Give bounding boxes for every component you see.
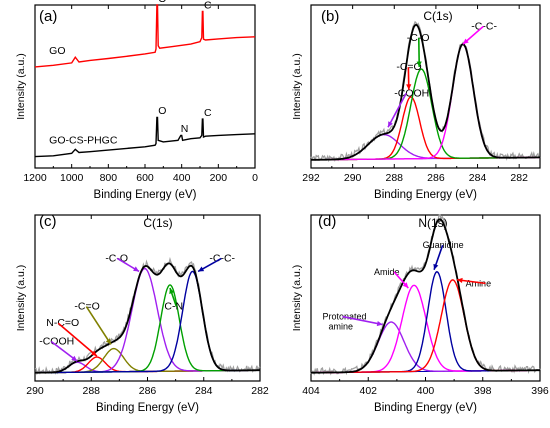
peak-label: N [181,123,189,135]
x-tick-label: 1200 [23,172,47,184]
component-arrow [387,92,407,128]
component-label: -COOH [39,335,74,347]
raw-data-line [34,256,261,376]
panel-b: 292 290 288 286 284 282 Binding Energy (eV) Int… [291,4,541,201]
component-arrow [57,322,98,357]
component-arrowhead [406,84,412,90]
component-arrowhead [376,320,383,327]
series-label: GO [49,45,65,57]
x-tick-label: 404 [302,385,320,397]
x-axis-label: Binding Energy (eV) [94,189,197,201]
component-label: C-N [164,301,183,313]
x-tick-label: 286 [427,172,445,184]
peak-label: C [204,0,212,11]
component-peak [311,68,540,161]
panel-label: (b) [321,8,339,25]
component-peak [311,96,540,161]
component-arrowhead [416,61,422,67]
x-tick-label: 290 [26,385,44,397]
component-arrowhead [133,266,140,272]
x-axis-label: Binding Energy (eV) [374,189,477,201]
panel-title: C(1s) [423,9,452,23]
x-tick-label: 292 [302,172,320,184]
panel-a: 1200 1000 800 600 400 200 0 Binding Energy (eV)… [15,0,258,201]
x-tick-label: 200 [210,172,228,184]
component-label: amine [328,322,353,332]
envelope-line [35,262,260,374]
y-axis-label: Intensity (a.u.) [291,265,303,332]
peak-label: C [204,107,212,119]
component-label: -COOH [394,87,429,99]
x-tick-label: 282 [251,385,269,397]
x-axis-label: Binding Energy (eV) [96,402,199,414]
component-arrowhead [388,121,393,128]
component-label: Amine [466,278,492,288]
component-label: Guanidine [423,240,464,250]
series-label: GO-CS-PHGC [49,135,118,147]
panel-label: (a) [39,8,57,25]
x-tick-label: 286 [139,385,157,397]
panel-label: (c) [39,213,57,230]
plot-frame [310,4,541,169]
component-arrowhead [91,350,97,357]
peak-label: O [158,105,166,117]
x-tick-label: 600 [136,172,154,184]
component-arrowhead [462,38,469,45]
x-tick-label: 290 [344,172,362,184]
envelope-line [311,23,540,161]
x-tick-label: 288 [82,385,100,397]
x-tick-label: 282 [510,172,528,184]
component-arrowhead [71,355,78,362]
panel-d: 404 402 400 398 396 Binding Energy (eV) Intens… [291,213,549,414]
y-axis-label: Intensity (a.u.) [15,265,27,332]
x-tick-label: 284 [195,385,213,397]
component-label: -C-O [407,32,430,44]
component-arrowhead [198,266,205,272]
panel-label: (d) [318,213,336,230]
x-tick-label: 396 [531,385,549,397]
plot-frame [34,214,261,382]
component-label: -C-C- [471,20,497,32]
x-tick-label: 284 [469,172,487,184]
component-arrowhead [433,263,439,270]
y-axis-label: Intensity (a.u.) [291,53,303,120]
x-tick-label: 400 [173,172,191,184]
component-label: Amide [374,267,400,277]
component-arrowhead [105,338,111,345]
x-tick-label: 800 [100,172,118,184]
x-tick-label: 398 [474,385,492,397]
component-arrow [50,340,78,362]
panel-c: 290 288 286 284 282 Binding Energy (eV) Intens… [15,213,269,414]
envelope-line [311,218,540,374]
series-line-go [34,4,256,68]
component-arrow [342,315,383,326]
component-arrow [85,306,112,345]
panel-title: C(1s) [143,216,172,230]
component-arrowhead [169,288,175,294]
peak-label: O [158,0,166,5]
component-arrowhead [456,277,463,284]
x-tick-label: 288 [386,172,404,184]
y-axis-label: Intensity (a.u.) [15,53,27,120]
x-tick-label: 400 [417,385,435,397]
x-tick-label: 402 [359,385,377,397]
x-axis-label: Binding Energy (eV) [374,402,477,414]
x-tick-label: 1000 [60,172,84,184]
x-tick-label: 0 [252,172,258,184]
component-arrowhead [402,282,409,289]
component-label: N-C=O [46,317,79,329]
raw-data-line [310,214,541,376]
series-line-go-cs-phgc [34,116,256,158]
